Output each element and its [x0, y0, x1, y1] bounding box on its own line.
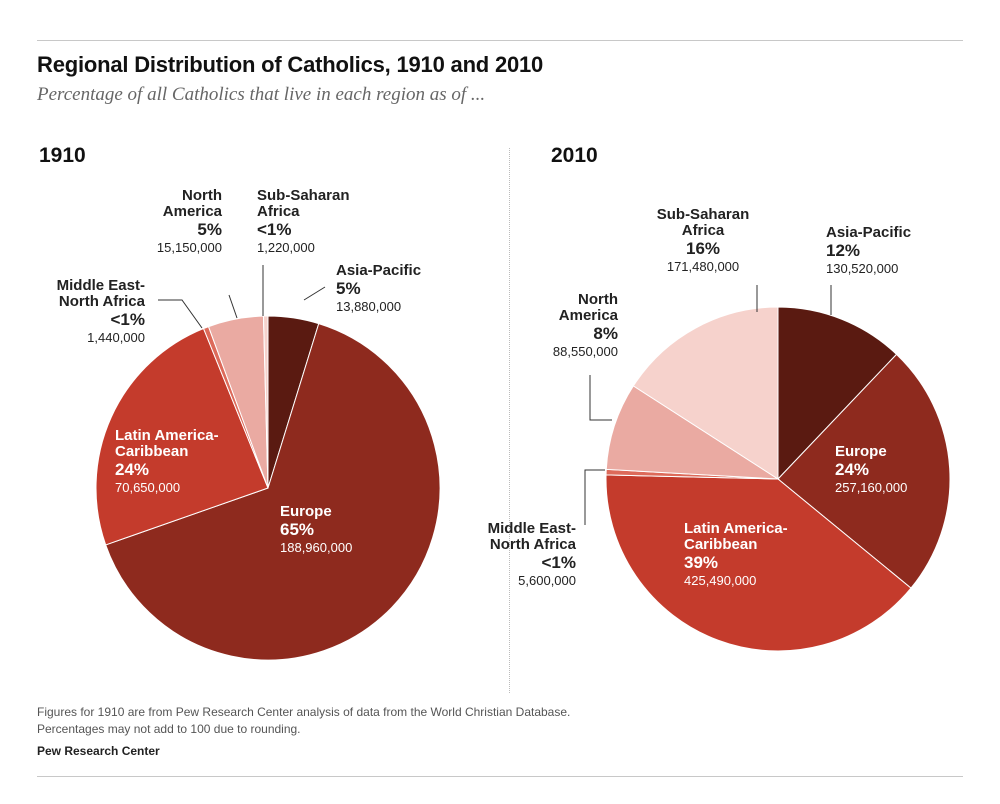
- slice-count-2010-europe: 257,160,000: [835, 480, 907, 495]
- slice-name-2010-sub_saharan-0: Sub-Saharan: [657, 206, 750, 223]
- slice-1910-sub_saharan: [262, 315, 269, 489]
- pie-1910: Asia-Pacific5%13,880,000Europe65%188,960…: [57, 187, 441, 661]
- footnote-2: Percentages may not add to 100 due to ro…: [37, 722, 301, 736]
- slice-2010-latin_america: [605, 474, 912, 652]
- slice-percent-1910-europe: 65%: [280, 520, 314, 539]
- slice-count-1910-north_america: 15,150,000: [157, 240, 222, 255]
- label-2010-mena: Middle East-North Africa<1%5,600,000: [488, 520, 577, 588]
- slice-percent-2010-sub_saharan: 16%: [686, 239, 720, 258]
- slice-name-2010-sub_saharan-1: Africa: [682, 222, 725, 239]
- slice-name-1910-north_america-1: America: [163, 203, 223, 220]
- leader-line-1910-north_america: [228, 294, 238, 319]
- leader-line-2010-north_america: [589, 375, 612, 421]
- leader-line-1910-mena: [158, 299, 203, 329]
- slice-percent-2010-asia_pacific: 12%: [826, 241, 860, 260]
- slice-count-1910-sub_saharan: 1,220,000: [257, 240, 315, 255]
- slice-count-1910-latin_america: 70,650,000: [115, 480, 180, 495]
- slice-name-2010-north_america-1: America: [559, 307, 619, 324]
- slice-name-1910-europe-0: Europe: [280, 503, 332, 520]
- slice-count-2010-north_america: 88,550,000: [553, 344, 618, 359]
- slice-name-1910-sub_saharan-0: Sub-Saharan: [257, 187, 350, 204]
- slice-2010-asia_pacific: [777, 306, 898, 481]
- slice-name-1910-mena-0: Middle East-: [57, 277, 145, 294]
- slice-percent-2010-europe: 24%: [835, 460, 869, 479]
- slice-name-2010-latin_america-0: Latin America-: [684, 520, 788, 537]
- slice-count-2010-sub_saharan: 171,480,000: [667, 259, 739, 274]
- slice-count-1910-europe: 188,960,000: [280, 540, 352, 555]
- slice-2010-europe: [777, 353, 951, 589]
- slice-name-1910-north_america-0: North: [182, 187, 222, 204]
- slice-name-1910-latin_america-0: Latin America-: [115, 427, 219, 444]
- slice-name-1910-mena-1: North Africa: [59, 293, 146, 310]
- slice-count-2010-mena: 5,600,000: [518, 573, 576, 588]
- slice-percent-1910-latin_america: 24%: [115, 460, 149, 479]
- slice-count-1910-asia_pacific: 13,880,000: [336, 299, 401, 314]
- chart-title: Regional Distribution of Catholics, 1910…: [37, 52, 544, 77]
- slice-name-2010-mena-0: Middle East-: [488, 520, 576, 537]
- slice-percent-1910-mena: <1%: [111, 310, 146, 329]
- panel-divider: [509, 148, 510, 693]
- pie-1910-title: 1910: [39, 144, 86, 167]
- slice-name-2010-latin_america-1: Caribbean: [684, 536, 757, 553]
- leader-line-2010-mena: [584, 469, 605, 525]
- slice-name-2010-mena-1: North Africa: [490, 536, 577, 553]
- slice-percent-1910-north_america: 5%: [197, 220, 222, 239]
- slice-percent-1910-sub_saharan: <1%: [257, 220, 292, 239]
- leader-line-1910-asia_pacific: [303, 286, 326, 301]
- slice-percent-2010-latin_america: 39%: [684, 553, 718, 572]
- slice-2010-north_america: [605, 385, 780, 480]
- label-1910-mena: Middle East-North Africa<1%1,440,000: [57, 277, 146, 345]
- bottom-rule: [37, 776, 963, 777]
- slice-name-1910-asia_pacific-0: Asia-Pacific: [336, 262, 421, 279]
- source-label: Pew Research Center: [37, 744, 160, 758]
- slice-count-1910-mena: 1,440,000: [87, 330, 145, 345]
- footnote-1: Figures for 1910 are from Pew Research C…: [37, 705, 571, 719]
- slice-name-2010-asia_pacific-0: Asia-Pacific: [826, 224, 911, 241]
- slice-name-2010-north_america-0: North: [578, 291, 618, 308]
- slice-count-2010-asia_pacific: 130,520,000: [826, 261, 898, 276]
- chart-subtitle: Percentage of all Catholics that live in…: [37, 84, 486, 105]
- slice-2010-sub_saharan: [632, 306, 779, 480]
- slice-count-2010-latin_america: 425,490,000: [684, 573, 756, 588]
- slice-percent-2010-north_america: 8%: [593, 324, 618, 343]
- top-rule: [37, 40, 963, 41]
- slice-percent-2010-mena: <1%: [542, 553, 577, 572]
- slice-name-2010-europe-0: Europe: [835, 443, 887, 460]
- slice-name-1910-latin_america-1: Caribbean: [115, 443, 188, 460]
- slice-1910-europe: [105, 323, 441, 661]
- slice-name-1910-sub_saharan-1: Africa: [257, 203, 300, 220]
- slice-percent-1910-asia_pacific: 5%: [336, 279, 361, 298]
- pie-2010-title: 2010: [551, 144, 598, 167]
